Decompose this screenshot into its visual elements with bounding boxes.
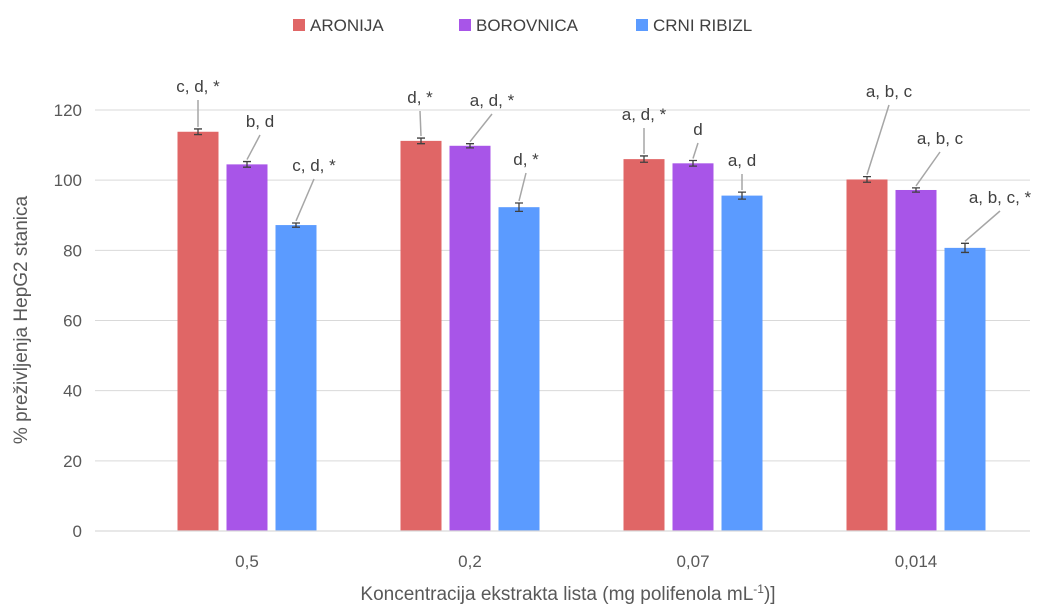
y-tick-label: 20 xyxy=(63,452,82,471)
y-tick-label: 120 xyxy=(54,101,82,120)
annotation-label: b, d xyxy=(246,112,274,131)
bar-borovnica xyxy=(895,189,937,532)
bar-crni-ribizl xyxy=(721,195,763,531)
error-bar xyxy=(515,202,523,213)
y-tick-label: 0 xyxy=(73,522,82,541)
annotation-label: a, b, c, * xyxy=(969,188,1032,207)
annotation-label: d xyxy=(693,120,702,139)
annotation-leader-line xyxy=(518,172,527,202)
error-bar xyxy=(292,222,300,228)
annotation-label: c, d, * xyxy=(292,156,336,175)
bars-layer xyxy=(177,128,986,532)
x-axis-title-main: Koncentracija ekstrakta lista (mg polife… xyxy=(360,584,753,605)
x-axis-title-superscript: -1 xyxy=(753,582,764,596)
x-tick-label: 0,5 xyxy=(235,552,259,571)
bar-crni-ribizl xyxy=(944,247,986,531)
bar-aronija xyxy=(177,131,219,532)
legend-swatch xyxy=(293,19,305,31)
error-bar xyxy=(417,137,425,145)
annotation-leader-line xyxy=(692,142,699,159)
bar-crni-ribizl xyxy=(498,207,540,531)
bar-borovnica xyxy=(226,164,268,532)
x-axis-ticks: 0,5 0,2 0,07 0,014 xyxy=(235,552,937,571)
annotation-label: a, d, * xyxy=(622,105,667,124)
legend-label: CRNI RIBIZL xyxy=(653,16,752,35)
error-bar xyxy=(912,187,920,193)
annotation-label: a, b, c xyxy=(866,82,913,101)
annotation-leader-line xyxy=(295,178,315,222)
error-bar xyxy=(640,155,648,163)
annotations-layer: c, d, * d, * a, d, * a, b, c b, d a, d, * d a, … xyxy=(176,77,1032,242)
error-bar xyxy=(961,242,969,254)
bar-aronija xyxy=(400,140,442,531)
error-bar xyxy=(738,191,746,200)
error-bar xyxy=(689,159,697,167)
x-tick-label: 0,014 xyxy=(895,552,938,571)
bar-borovnica xyxy=(672,163,714,531)
annotation-leader-line xyxy=(419,110,422,137)
annotation-leader-line xyxy=(246,134,261,160)
error-bar xyxy=(863,176,871,183)
legend-label: BOROVNICA xyxy=(476,16,579,35)
x-axis-title-end: )] xyxy=(764,584,776,605)
annotation-label: a, d, * xyxy=(470,91,515,110)
bar-crni-ribizl xyxy=(275,225,317,531)
bar-borovnica xyxy=(449,145,491,531)
annotation-leader-line xyxy=(915,151,941,187)
annotation-label: d, * xyxy=(513,150,539,169)
annotation-label: a, b, c xyxy=(917,129,964,148)
bar-aronija xyxy=(623,159,665,531)
bar-aronija xyxy=(846,179,888,531)
annotation-leader-line xyxy=(964,210,1001,242)
legend: ARONIJA BOROVNICA CRNI RIBIZL xyxy=(293,16,752,35)
x-tick-label: 0,2 xyxy=(458,552,482,571)
legend-swatch xyxy=(459,19,471,31)
annotation-leader-line xyxy=(469,113,493,143)
error-bar xyxy=(194,128,202,136)
x-axis-title: Koncentracija ekstrakta lista (mg polife… xyxy=(360,582,775,605)
y-axis-ticks: 0 20 40 60 80 100 120 xyxy=(54,101,82,541)
annotation-label: a, d xyxy=(728,151,756,170)
legend-label: ARONIJA xyxy=(310,16,384,35)
y-tick-label: 40 xyxy=(63,382,82,401)
error-bar xyxy=(243,160,251,168)
y-tick-label: 60 xyxy=(63,312,82,331)
legend-swatch xyxy=(636,19,648,31)
error-bar xyxy=(466,143,474,149)
annotation-label: c, d, * xyxy=(176,77,220,96)
annotation-label: d, * xyxy=(407,88,433,107)
y-tick-label: 100 xyxy=(54,171,82,190)
annotation-leader-line xyxy=(866,104,890,175)
x-tick-label: 0,07 xyxy=(676,552,709,571)
y-tick-label: 80 xyxy=(63,241,82,260)
y-axis-title: % preživljenja HepG2 stanica xyxy=(11,195,32,444)
